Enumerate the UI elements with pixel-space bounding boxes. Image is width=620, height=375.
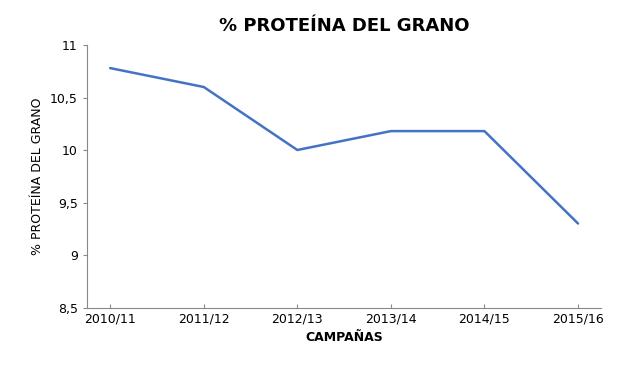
Y-axis label: % PROTEÍNA DEL GRANO: % PROTEÍNA DEL GRANO — [32, 98, 45, 255]
X-axis label: CAMPAÑAS: CAMPAÑAS — [305, 331, 383, 344]
Title: % PROTEÍNA DEL GRANO: % PROTEÍNA DEL GRANO — [219, 17, 469, 35]
